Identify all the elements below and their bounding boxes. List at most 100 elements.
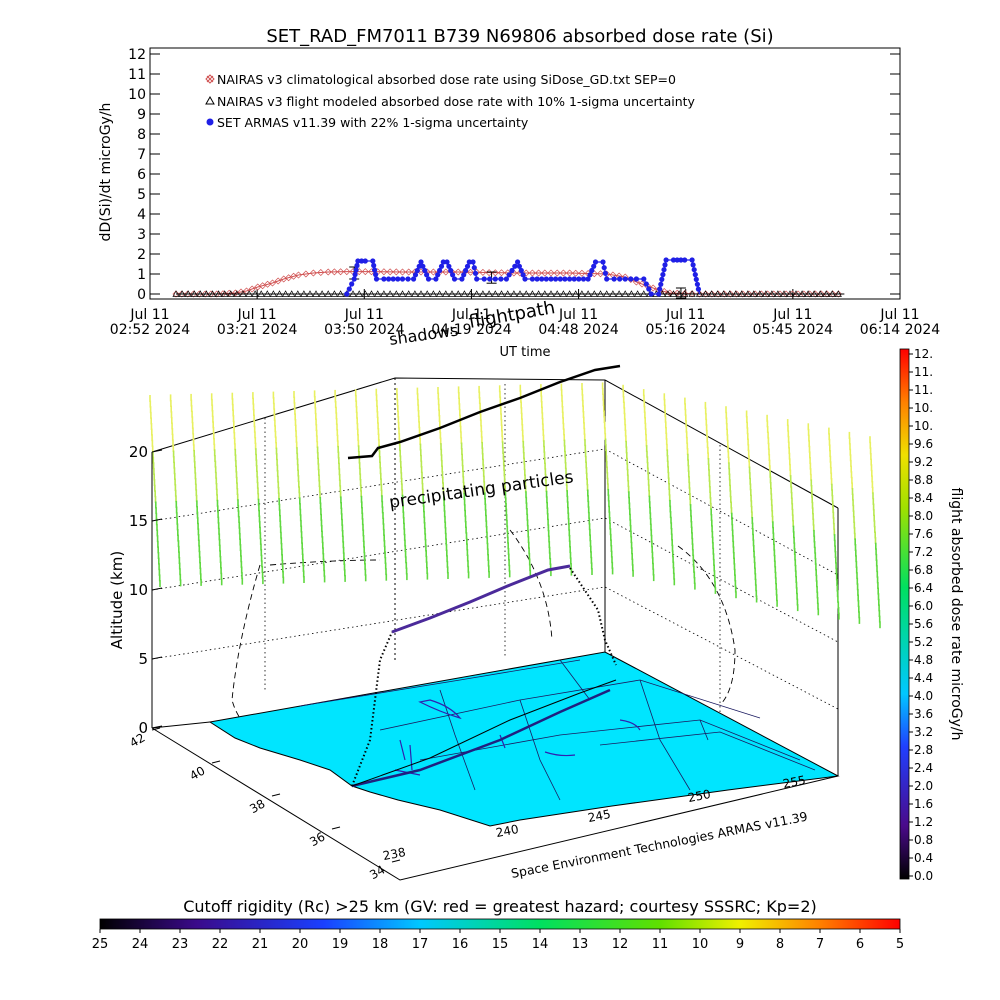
data-point	[640, 290, 648, 297]
y-tick-label: 8	[137, 127, 146, 143]
colorbar-tick-label: 10.	[914, 419, 933, 433]
data-point	[221, 290, 229, 297]
colorbar-tick-label: 0.8	[914, 833, 933, 847]
data-point	[720, 290, 728, 297]
data-point	[603, 290, 611, 297]
data-point	[678, 257, 684, 263]
data-point	[442, 290, 450, 297]
data-point	[562, 276, 568, 282]
colorbar-tick-label: 4.0	[914, 689, 933, 703]
rigidity-tick-label: 15	[492, 937, 509, 952]
data-point	[392, 290, 400, 297]
data-point	[318, 290, 326, 297]
data-point	[302, 270, 310, 278]
latitude-tick-label: 36	[307, 829, 327, 849]
rigidity-tick-label: 12	[612, 937, 629, 952]
data-point	[251, 290, 259, 297]
data-point	[649, 284, 657, 292]
rigidity-tick-label: 25	[92, 937, 109, 952]
legend-marker-nairas-flight-modeled	[205, 95, 215, 105]
data-point	[435, 272, 441, 278]
legend-label-set-armas: SET ARMAS v11.39 with 22% 1-sigma uncert…	[217, 115, 529, 130]
data-point	[373, 276, 380, 282]
data-point	[543, 276, 549, 282]
altitude-tick-label: 0	[138, 719, 148, 737]
data-point	[633, 276, 640, 282]
colorbar-tick-label: 6.4	[914, 581, 933, 595]
legend-label-nairas-flight-modeled: NAIRAS v3 flight modeled absorbed dose r…	[217, 94, 696, 109]
colorbar-tick-label: 8.4	[914, 491, 933, 505]
longitude-tick-label: 238	[382, 845, 407, 863]
data-point	[479, 290, 487, 297]
data-point	[239, 290, 247, 297]
data-point	[354, 262, 360, 269]
data-point	[628, 276, 634, 282]
colorbar-tick-label: 2.4	[914, 761, 933, 775]
data-point	[691, 267, 697, 273]
data-point	[344, 291, 350, 297]
y-tick-label: 5	[137, 187, 146, 203]
data-point	[438, 263, 445, 269]
rigidity-tick-label: 23	[172, 937, 189, 952]
rigidity-tick-label: 20	[292, 937, 309, 952]
data-point	[444, 259, 450, 265]
data-point	[466, 259, 472, 265]
data-point	[656, 291, 662, 297]
data-point	[429, 290, 437, 297]
colorbar-tick-label: 12.	[914, 347, 933, 361]
data-point	[553, 276, 559, 282]
data-point	[269, 290, 277, 297]
data-point	[420, 263, 426, 269]
dose-colorbar-scale	[899, 348, 910, 880]
data-point	[399, 276, 406, 282]
data-point	[390, 276, 396, 282]
cutoff-rigidity-scale	[99, 918, 901, 930]
colorbar-tick-label: 7.6	[914, 527, 933, 541]
x-tick-label-time: 04:48 2024	[538, 322, 619, 338]
altitude-tick-mark	[151, 656, 163, 660]
data-point	[701, 290, 710, 297]
data-point	[732, 290, 740, 297]
data-point	[405, 276, 411, 282]
data-point	[585, 276, 591, 282]
data-point	[317, 269, 325, 276]
data-point	[693, 276, 699, 282]
data-point	[602, 270, 609, 276]
rigidity-tick-label: 7	[816, 937, 824, 952]
latitude-tick-label: 40	[187, 763, 207, 783]
colorbar-tick-label: 4.8	[914, 653, 933, 667]
data-point	[576, 276, 582, 282]
data-point	[300, 290, 308, 297]
data-point	[275, 290, 284, 297]
data-point	[411, 276, 417, 282]
data-point	[371, 262, 377, 269]
data-point	[750, 290, 758, 297]
data-point	[349, 290, 357, 297]
data-point	[412, 272, 419, 278]
data-point	[670, 257, 677, 263]
latitude-tick-mark	[271, 793, 281, 797]
rigidity-tick-label: 22	[212, 937, 229, 952]
x-tick-label-time: 05:16 2024	[645, 322, 726, 338]
altitude-tick-mark	[151, 518, 163, 522]
data-point	[660, 272, 666, 278]
data-point	[580, 276, 587, 282]
altitude-tick-mark	[151, 587, 163, 591]
data-point	[661, 267, 667, 273]
x-tick-label-date: Jul 11	[237, 307, 277, 323]
data-point	[657, 286, 663, 292]
colorbar-tick-label: 2.8	[914, 743, 933, 757]
data-point	[548, 276, 554, 282]
data-point	[405, 290, 413, 297]
data-point	[768, 290, 776, 297]
data-point	[492, 276, 498, 282]
data-point	[515, 259, 521, 265]
data-point	[567, 276, 573, 282]
data-point	[243, 287, 250, 295]
rigidity-tick-label: 14	[532, 937, 549, 952]
data-point	[596, 290, 605, 297]
data-point	[828, 290, 836, 297]
flight-altitude-descent-profile	[569, 567, 617, 666]
data-point	[367, 290, 376, 297]
flight-path-altitude	[391, 564, 571, 634]
